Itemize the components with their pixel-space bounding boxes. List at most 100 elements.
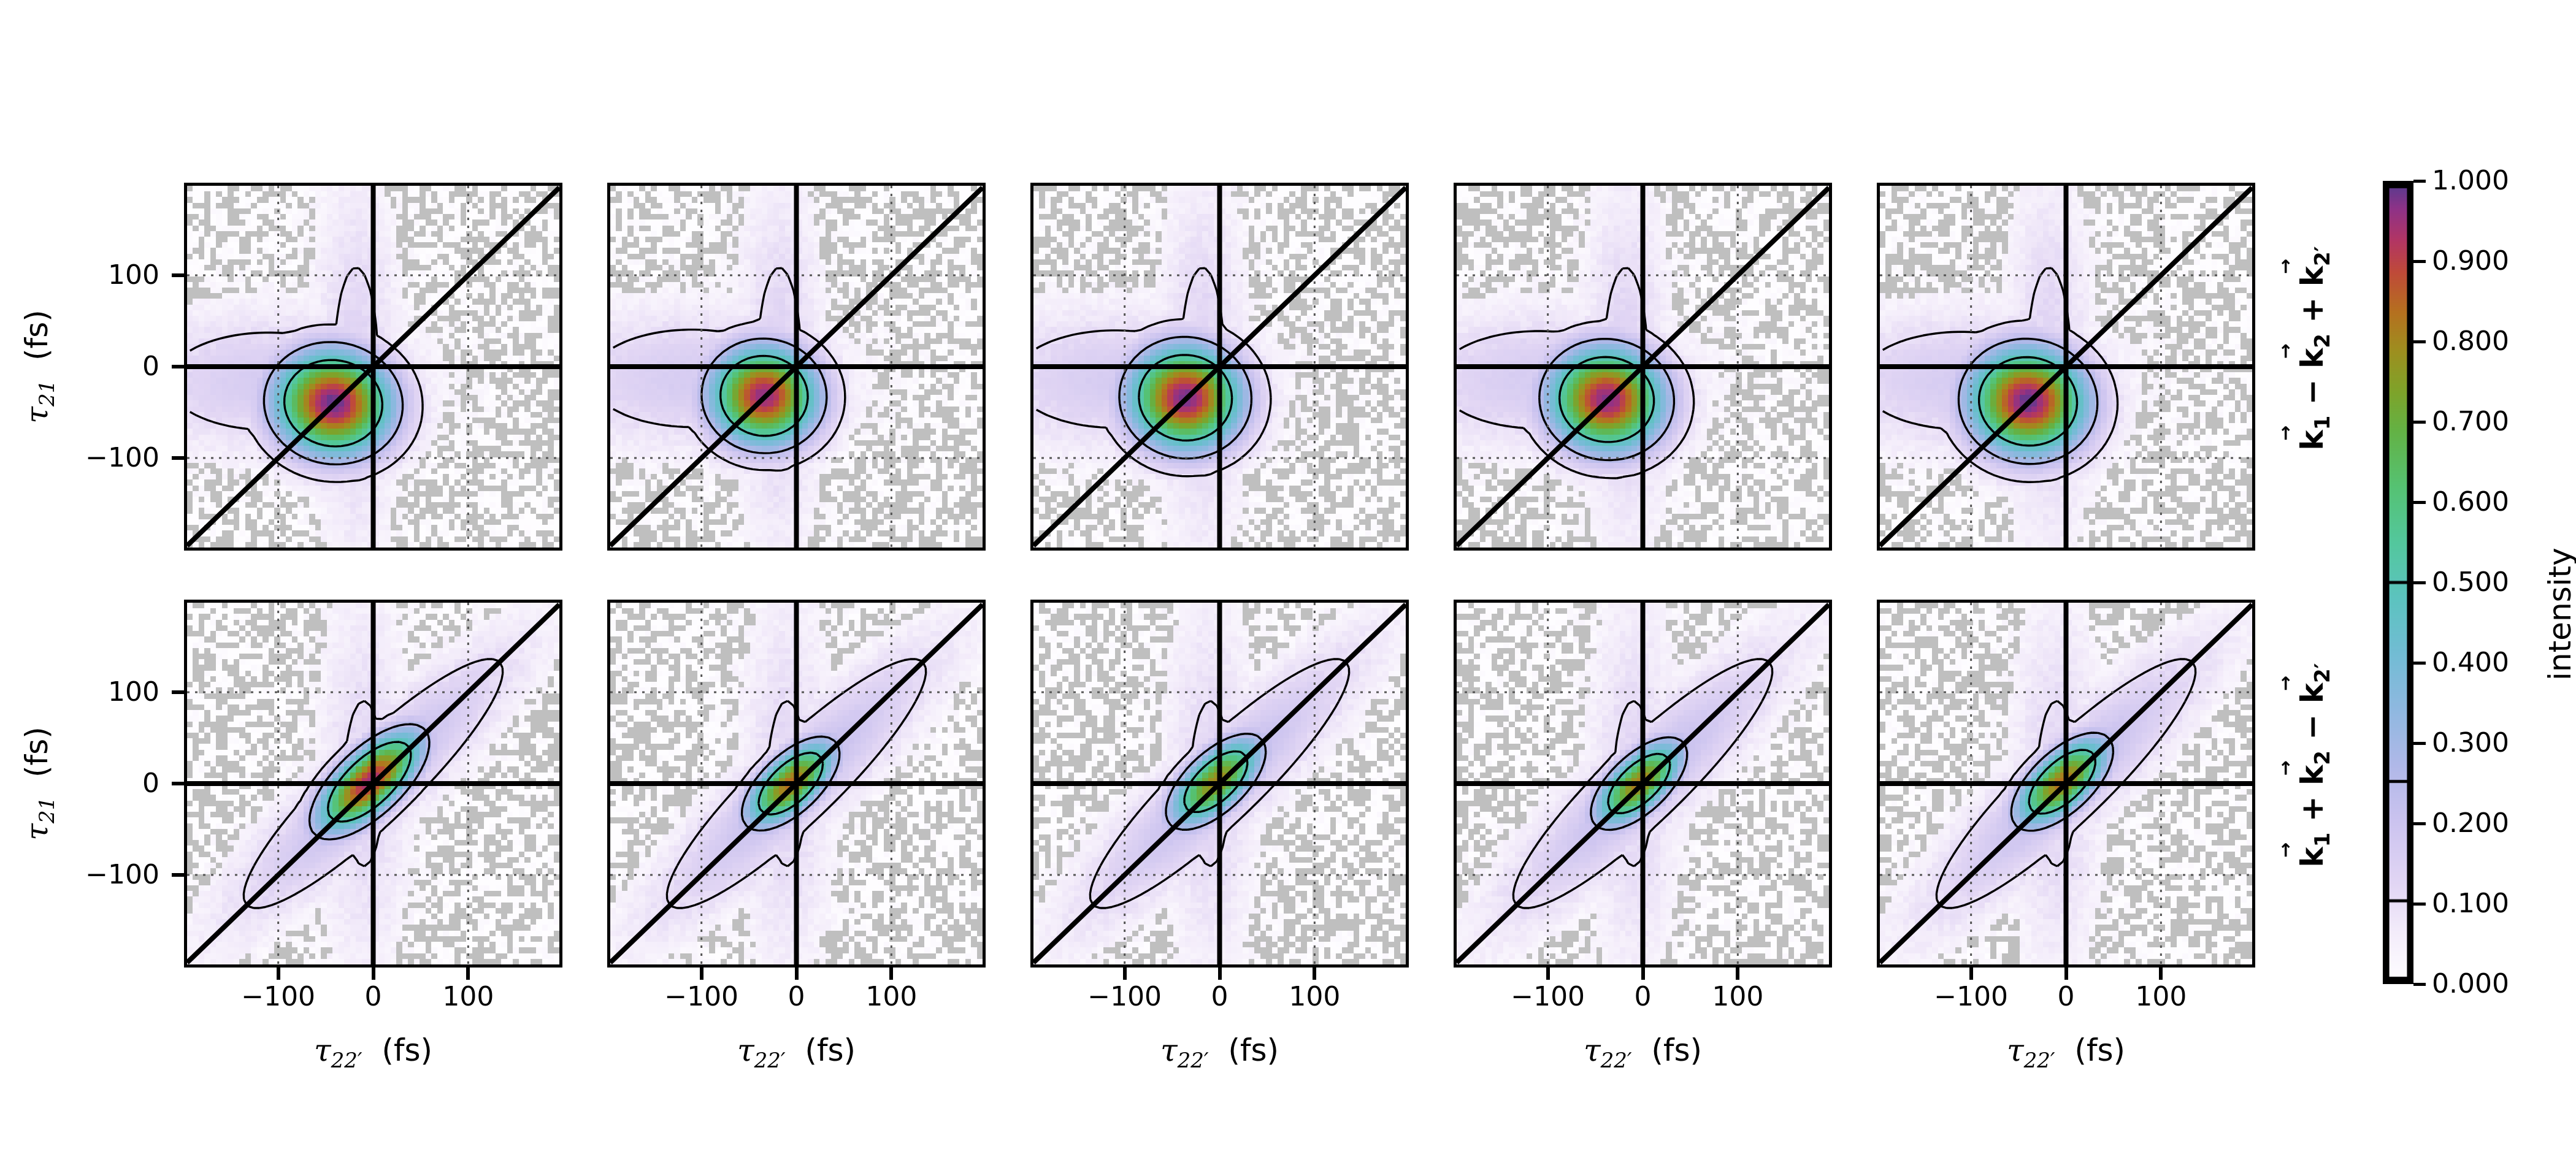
x-tickmark: [794, 968, 799, 980]
x-tickmark: [1969, 968, 1973, 980]
x-tickmark: [1641, 968, 1645, 980]
heatmap-panel-r1-c1: [184, 183, 562, 551]
panel-plot-area: [1457, 603, 1829, 964]
colorbar-tick-label: 0.600: [2432, 486, 2509, 517]
heatmap-panel-r1-c3: [1030, 183, 1409, 551]
colorbar-tickmark: [2413, 421, 2426, 424]
wavevector-symbol: → k2′: [2275, 246, 2335, 287]
y-axis-unit: (fs): [19, 310, 55, 361]
x-tickmark: [1122, 968, 1127, 980]
x-tick-label: 100: [442, 981, 494, 1012]
heatmap-panel-r2-c2: [607, 600, 986, 968]
heatmap-panel-r2-c1: [184, 600, 562, 968]
colorbar-tickmark: [2413, 822, 2426, 825]
panel-plot-area: [610, 186, 983, 548]
y-axis-tau-symbol: τ21: [19, 796, 59, 841]
vector-arrow-icon: →: [2275, 425, 2296, 441]
heatmap-panel-r1-c5: [1877, 183, 2255, 551]
x-tick-label: −100: [1087, 981, 1162, 1012]
colorbar-tick-label: 0.000: [2432, 968, 2509, 999]
heatmap-panel-r1-c2: [607, 183, 986, 551]
x-axis-unit: (fs): [1228, 1032, 1279, 1068]
x-tickmark: [699, 968, 703, 980]
x-tickmark: [2064, 968, 2068, 980]
x-axis-tau-symbol: τ22′: [2006, 1032, 2055, 1073]
heatmap-panel-r2-c5: [1877, 600, 2255, 968]
colorbar-tickmark: [2413, 983, 2426, 986]
vector-arrow-icon: →: [2275, 760, 2296, 776]
panel-plot-area: [187, 186, 559, 548]
x-tick-label: 0: [1634, 981, 1652, 1012]
heatmap-panel-r2-c3: [1030, 600, 1409, 968]
row-label-2: → k1 + → k2 − → k2′: [2275, 606, 2335, 925]
colorbar-tickmark: [2413, 180, 2426, 183]
wavevector-symbol: → k2: [2275, 334, 2335, 368]
x-tick-label: −100: [664, 981, 739, 1012]
x-tick-label: −100: [241, 981, 316, 1012]
y-tickmark: [172, 782, 184, 785]
x-tickmark: [1736, 968, 1740, 980]
x-axis-title: τ22′ (fs): [1974, 1035, 2158, 1071]
y-tickmark: [172, 690, 184, 694]
panel-plot-area: [187, 603, 559, 964]
panel-plot-area: [610, 603, 983, 964]
x-tickmark: [2159, 968, 2163, 980]
colorbar-tick-label: 0.500: [2432, 567, 2509, 598]
y-axis-title: τ21 (fs): [19, 275, 59, 459]
colorbar-gradient: [2383, 181, 2413, 984]
colorbar-tickmark: [2413, 903, 2426, 906]
x-axis-tau-symbol: τ22′: [1160, 1032, 1209, 1073]
operator-symbol: +: [2294, 785, 2330, 833]
x-axis-title: τ22′ (fs): [282, 1035, 466, 1071]
operator-symbol: +: [2294, 286, 2330, 334]
colorbar-tickmark: [2413, 501, 2426, 504]
x-tickmark: [1546, 968, 1550, 980]
panel-plot-area: [1880, 186, 2252, 548]
y-tickmark: [172, 456, 184, 460]
x-tickmark: [276, 968, 280, 980]
panel-plot-area: [1880, 603, 2252, 964]
colorbar-tick-label: 0.300: [2432, 727, 2509, 758]
y-tick-label: 0: [142, 351, 159, 382]
y-tickmark: [172, 273, 184, 277]
x-tick-label: −100: [1934, 981, 2009, 1012]
x-axis-unit: (fs): [1651, 1032, 1703, 1068]
colorbar-tickmark: [2413, 340, 2426, 343]
colorbar-tick-label: 1.000: [2432, 165, 2509, 196]
vector-arrow-icon: →: [2275, 258, 2296, 274]
y-tick-label: −100: [85, 858, 159, 890]
y-tick-label: 100: [108, 676, 159, 708]
colorbar-tick-label: 0.400: [2432, 647, 2509, 678]
y-tick-label: −100: [85, 441, 159, 473]
y-axis-unit: (fs): [19, 727, 55, 777]
wavevector-symbol: → k2: [2275, 750, 2335, 785]
colorbar-title: intensity: [2542, 548, 2576, 681]
y-axis-tau-symbol: τ21: [19, 380, 59, 424]
x-tickmark: [1217, 968, 1222, 980]
colorbar: [2383, 181, 2413, 984]
x-tick-label: 100: [1289, 981, 1341, 1012]
panel-plot-area: [1033, 186, 1406, 548]
x-tickmark: [466, 968, 470, 980]
heatmap-panel-r1-c4: [1454, 183, 1832, 551]
colorbar-tick-label: 0.900: [2432, 245, 2509, 277]
x-axis-tau-symbol: τ22′: [1583, 1032, 1632, 1073]
x-axis-unit: (fs): [805, 1032, 856, 1068]
x-tickmark: [371, 968, 375, 980]
y-tickmark: [172, 872, 184, 877]
colorbar-tick-label: 0.700: [2432, 406, 2509, 437]
colorbar-tick-label: 0.800: [2432, 326, 2509, 357]
colorbar-tickmark: [2413, 742, 2426, 745]
colorbar-tickmark: [2413, 260, 2426, 263]
x-tick-label: 0: [364, 981, 382, 1012]
heatmap-panel-r2-c4: [1454, 600, 1832, 968]
y-axis-title: τ21 (fs): [19, 692, 59, 876]
x-axis-tau-symbol: τ22′: [737, 1032, 786, 1073]
colorbar-tickmark: [2413, 662, 2426, 665]
panel-plot-area: [1033, 603, 1406, 964]
x-axis-title: τ22′ (fs): [1128, 1035, 1312, 1071]
vector-arrow-icon: →: [2275, 675, 2296, 691]
x-axis-tau-symbol: τ22′: [313, 1032, 362, 1073]
x-axis-title: τ22′ (fs): [705, 1035, 889, 1071]
